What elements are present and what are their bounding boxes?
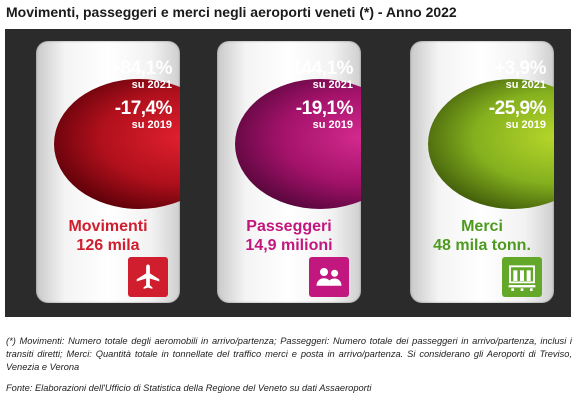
card-value: 48 mila tonn. bbox=[433, 237, 531, 254]
card-value: 126 mila bbox=[76, 237, 140, 254]
card-name: Passeggeri bbox=[246, 218, 332, 235]
card-passeggeri-stats: +144,1% su 2021 -19,1% su 2019 bbox=[280, 58, 354, 139]
page-title: Movimenti, passeggeri e merci negli aero… bbox=[6, 4, 457, 20]
source-note: Fonte: Elaborazioni dell'Ufficio di Stat… bbox=[6, 383, 372, 393]
card-value: 14,9 milioni bbox=[245, 237, 333, 254]
change-2021-label: su 2021 bbox=[312, 79, 353, 91]
stats-panel: +84,1% su 2021 -17,4% su 2019 Movimenti … bbox=[5, 29, 571, 317]
card-passeggeri-text: Passeggeri 14,9 milioni bbox=[217, 217, 361, 255]
card-movimenti-stats: +84,1% su 2021 -17,4% su 2019 bbox=[110, 59, 172, 139]
card-passeggeri: +144,1% su 2021 -19,1% su 2019 Passegger… bbox=[217, 41, 361, 303]
card-name: Movimenti bbox=[68, 218, 148, 235]
people-icon bbox=[309, 257, 349, 297]
card-merci-stats: +3,9% su 2021 -25,9% su 2019 bbox=[488, 58, 547, 139]
footnote: (*) Movimenti: Numero totale degli aerom… bbox=[6, 336, 572, 372]
card-passeggeri-background bbox=[235, 79, 361, 209]
card-merci-background bbox=[428, 79, 554, 209]
change-2021: +144,1% bbox=[280, 58, 354, 79]
change-2021: +84,1% bbox=[110, 58, 172, 79]
airplane-icon bbox=[128, 257, 168, 297]
change-2021-label: su 2021 bbox=[131, 79, 172, 91]
change-2019-label: su 2019 bbox=[505, 119, 546, 131]
card-movimenti-background bbox=[54, 79, 180, 209]
change-2019: -19,1% bbox=[295, 98, 354, 119]
change-2021-label: su 2021 bbox=[505, 79, 546, 91]
card-merci: +3,9% su 2021 -25,9% su 2019 Merci 48 mi… bbox=[410, 41, 554, 303]
change-2021: +3,9% bbox=[494, 58, 546, 79]
warehouse-icon bbox=[502, 257, 542, 297]
card-movimenti-text: Movimenti 126 mila bbox=[36, 217, 180, 255]
card-movimenti: +84,1% su 2021 -17,4% su 2019 Movimenti … bbox=[36, 41, 180, 303]
change-2019: -25,9% bbox=[488, 98, 547, 119]
change-2019-label: su 2019 bbox=[312, 119, 353, 131]
change-2019-label: su 2019 bbox=[131, 119, 172, 131]
change-2019: -17,4% bbox=[114, 98, 173, 119]
card-merci-text: Merci 48 mila tonn. bbox=[410, 217, 554, 255]
card-name: Merci bbox=[461, 218, 503, 235]
